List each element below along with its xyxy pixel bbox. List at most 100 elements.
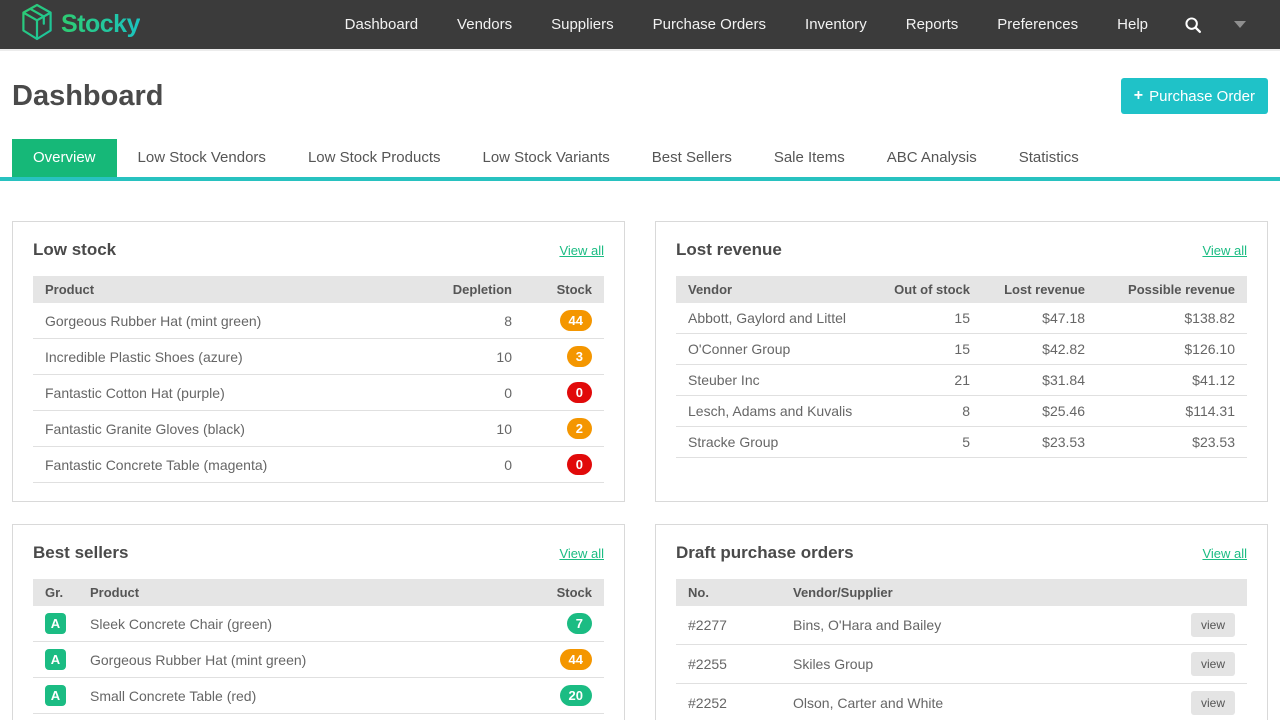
vendor-name: Stracke Group bbox=[676, 426, 872, 458]
caret-down-icon[interactable] bbox=[1234, 21, 1246, 28]
tab-sale-items[interactable]: Sale Items bbox=[773, 149, 845, 166]
stock-cell: 44 bbox=[524, 303, 604, 339]
column-header-out-of-stock: Out of stock bbox=[872, 276, 982, 303]
table-row[interactable]: Fantastic Concrete Table (magenta) 0 0 bbox=[33, 446, 604, 483]
column-header-product: Product bbox=[78, 579, 524, 606]
lost-revenue-value: $47.18 bbox=[982, 303, 1097, 334]
panel-title: Draft purchase orders bbox=[676, 543, 854, 562]
table-header-row: Vendor Out of stock Lost revenue Possibl… bbox=[676, 276, 1247, 303]
table-row[interactable]: A Small Concrete Table (red) 20 bbox=[33, 677, 604, 714]
draft-pos-view-all-link[interactable]: View all bbox=[1202, 545, 1247, 561]
abc-group-badge: A bbox=[45, 613, 66, 634]
table-row[interactable]: #2252 Olson, Carter and White view bbox=[676, 683, 1247, 720]
lost-revenue-value: $31.84 bbox=[982, 364, 1097, 396]
stock-cell: 0 bbox=[524, 374, 604, 411]
view-po-button[interactable]: view bbox=[1190, 691, 1235, 715]
table-row[interactable]: A Gorgeous Rubber Hat (mint green) 44 bbox=[33, 641, 604, 678]
vendor-name: Abbott, Gaylord and Littel bbox=[676, 303, 872, 334]
possible-revenue-value: $23.53 bbox=[1097, 426, 1247, 458]
column-header-group: Gr. bbox=[33, 579, 78, 606]
table-row[interactable]: Lesch, Adams and Kuvalis 8 $25.46 $114.3… bbox=[676, 395, 1247, 427]
new-purchase-order-button[interactable]: + Purchase Order bbox=[1120, 78, 1268, 114]
table-row[interactable]: Gorgeous Rubber Hat (mint green) 8 44 bbox=[33, 303, 604, 339]
lost-revenue-value: $23.53 bbox=[982, 426, 1097, 458]
possible-revenue-value: $138.82 bbox=[1097, 303, 1247, 334]
column-header-stock: Stock bbox=[524, 276, 604, 303]
stocky-cube-logo-icon bbox=[20, 3, 54, 46]
depletion-value: 10 bbox=[424, 338, 524, 375]
table-row[interactable]: Fantastic Cotton Hat (purple) 0 0 bbox=[33, 374, 604, 411]
best-sellers-table: Gr. Product Stock A Sleek Concrete Chair… bbox=[33, 579, 604, 714]
nav-item-suppliers[interactable]: Suppliers bbox=[551, 16, 614, 33]
dashboard-tabbar: Overview Low Stock Vendors Low Stock Pro… bbox=[0, 139, 1280, 181]
po-vendor: Olson, Carter and White bbox=[781, 683, 1177, 720]
depletion-value: 10 bbox=[424, 410, 524, 447]
tab-low-stock-vendors[interactable]: Low Stock Vendors bbox=[137, 149, 266, 166]
tab-abc-analysis[interactable]: ABC Analysis bbox=[886, 149, 977, 166]
column-header-stock: Stock bbox=[524, 579, 604, 606]
lost-revenue-panel: Lost revenue View all Vendor Out of stoc… bbox=[655, 221, 1268, 502]
stock-cell: 7 bbox=[524, 606, 604, 642]
stock-cell: 0 bbox=[524, 446, 604, 483]
stock-badge: 2 bbox=[566, 418, 592, 439]
tab-statistics[interactable]: Statistics bbox=[1018, 149, 1079, 166]
stock-cell: 2 bbox=[524, 410, 604, 447]
possible-revenue-value: $114.31 bbox=[1097, 395, 1247, 427]
table-row[interactable]: #2255 Skiles Group view bbox=[676, 644, 1247, 684]
nav-item-preferences[interactable]: Preferences bbox=[997, 16, 1079, 33]
nav-item-reports[interactable]: Reports bbox=[905, 16, 959, 33]
po-number: #2277 bbox=[676, 606, 781, 645]
nav-item-inventory[interactable]: Inventory bbox=[805, 16, 867, 33]
tab-best-sellers[interactable]: Best Sellers bbox=[651, 149, 732, 166]
view-po-button[interactable]: view bbox=[1190, 613, 1235, 637]
tab-low-stock-variants[interactable]: Low Stock Variants bbox=[482, 149, 610, 166]
possible-revenue-value: $41.12 bbox=[1097, 364, 1247, 396]
low-stock-view-all-link[interactable]: View all bbox=[559, 242, 604, 258]
po-vendor: Skiles Group bbox=[781, 644, 1177, 684]
product-name: Small Concrete Table (red) bbox=[78, 677, 524, 714]
table-row[interactable]: #2277 Bins, O'Hara and Bailey view bbox=[676, 606, 1247, 645]
action-cell: view bbox=[1177, 644, 1247, 684]
panel-title: Low stock bbox=[33, 240, 117, 259]
tab-low-stock-products[interactable]: Low Stock Products bbox=[307, 149, 441, 166]
table-row[interactable]: Fantastic Granite Gloves (black) 10 2 bbox=[33, 410, 604, 447]
depletion-value: 0 bbox=[424, 446, 524, 483]
possible-revenue-value: $126.10 bbox=[1097, 333, 1247, 365]
table-row[interactable]: Steuber Inc 21 $31.84 $41.12 bbox=[676, 364, 1247, 396]
stock-badge: 44 bbox=[559, 649, 592, 670]
view-po-button[interactable]: view bbox=[1190, 652, 1235, 676]
column-header-lost-revenue: Lost revenue bbox=[982, 276, 1097, 303]
tab-overview[interactable]: Overview bbox=[12, 139, 117, 177]
dashboard-panels: Low stock View all Product Depletion Sto… bbox=[12, 221, 1268, 720]
action-cell: view bbox=[1177, 683, 1247, 720]
group-cell: A bbox=[33, 606, 78, 642]
table-row[interactable]: A Sleek Concrete Chair (green) 7 bbox=[33, 606, 604, 642]
lost-revenue-view-all-link[interactable]: View all bbox=[1202, 242, 1247, 258]
new-purchase-order-label: Purchase Order bbox=[1149, 87, 1255, 105]
nav-item-purchase-orders[interactable]: Purchase Orders bbox=[652, 16, 767, 33]
out-of-stock-value: 15 bbox=[872, 333, 982, 365]
table-row[interactable]: Abbott, Gaylord and Littel 15 $47.18 $13… bbox=[676, 303, 1247, 334]
stock-badge: 0 bbox=[566, 382, 592, 403]
nav-item-help[interactable]: Help bbox=[1117, 16, 1148, 33]
stock-cell: 3 bbox=[524, 338, 604, 375]
nav-item-dashboard[interactable]: Dashboard bbox=[344, 16, 419, 33]
stock-badge: 44 bbox=[559, 310, 592, 331]
product-name: Fantastic Cotton Hat (purple) bbox=[33, 374, 424, 411]
table-row[interactable]: O'Conner Group 15 $42.82 $126.10 bbox=[676, 333, 1247, 365]
search-icon[interactable] bbox=[1184, 16, 1202, 34]
nav-menu: Dashboard Vendors Suppliers Purchase Ord… bbox=[345, 16, 1148, 33]
vendor-name: O'Conner Group bbox=[676, 333, 872, 365]
out-of-stock-value: 15 bbox=[872, 303, 982, 334]
page-title: Dashboard bbox=[12, 79, 164, 112]
best-sellers-view-all-link[interactable]: View all bbox=[559, 545, 604, 561]
stock-cell: 44 bbox=[524, 641, 604, 678]
draft-purchase-orders-panel: Draft purchase orders View all No. Vendo… bbox=[655, 524, 1268, 720]
nav-item-vendors[interactable]: Vendors bbox=[457, 16, 513, 33]
out-of-stock-value: 5 bbox=[872, 426, 982, 458]
brand[interactable]: Stocky bbox=[20, 3, 140, 46]
table-row[interactable]: Incredible Plastic Shoes (azure) 10 3 bbox=[33, 338, 604, 375]
table-row[interactable]: Stracke Group 5 $23.53 $23.53 bbox=[676, 426, 1247, 458]
depletion-value: 0 bbox=[424, 374, 524, 411]
panel-title: Lost revenue bbox=[676, 240, 782, 259]
